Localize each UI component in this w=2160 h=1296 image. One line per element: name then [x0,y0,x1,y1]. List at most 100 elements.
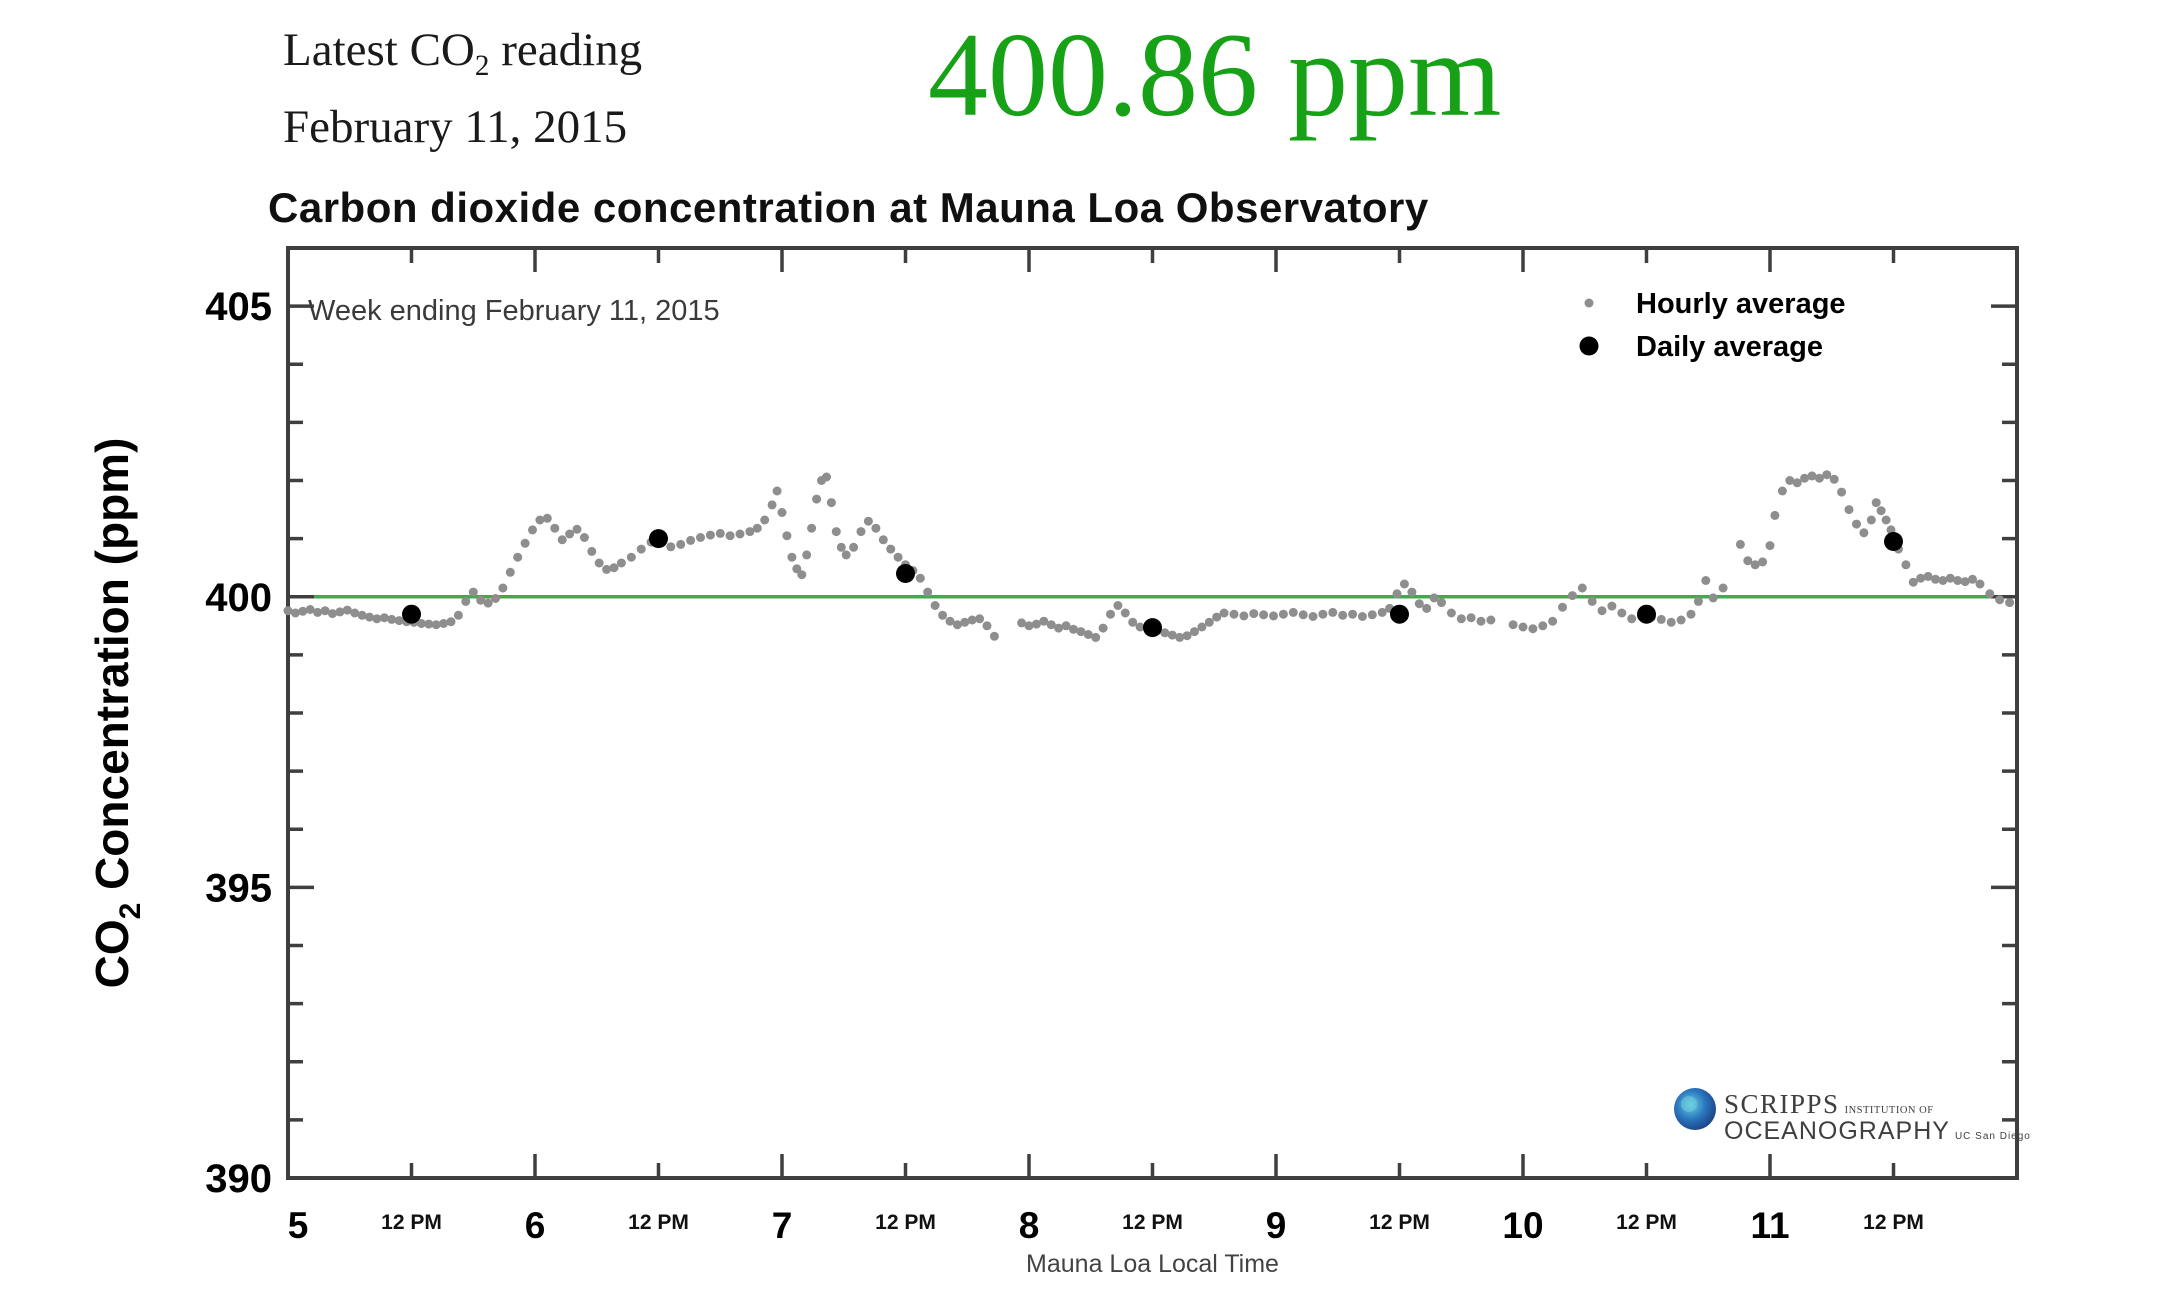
x-noon-label: 12 PM [1122,1211,1183,1234]
hourly-point [1456,614,1466,624]
hourly-point [1656,614,1666,624]
x-axis-title: Mauna Loa Local Time [1026,1250,1279,1278]
hourly-point [826,498,836,508]
x-day-label: 9 [1266,1205,1287,1246]
hourly-point [357,610,367,620]
hourly-point [1666,617,1676,627]
hourly-point [565,529,575,539]
hourly-point [1938,576,1948,585]
hourly-point [1212,612,1222,622]
hourly-point [856,527,866,537]
hourly-point [1627,614,1637,624]
co2-subscript: 2 [474,50,490,83]
hourly-point [1061,621,1071,631]
hourly-point [1567,591,1577,601]
hourly-point [1528,624,1538,634]
hourly-point [1091,632,1101,642]
hourly-point [1859,528,1869,538]
x-ticks: 5 12 PM 6 12 PM 7 12 PM 8 12 PM 9 12 PM 10 12 PM 11 1… [286,248,1924,1246]
hourly-point [1308,612,1318,621]
hourly-point [2005,598,2015,608]
hourly-point [1852,519,1861,529]
hourly-point [453,610,463,620]
hourly-point [1318,609,1328,619]
hourly-point [1876,506,1886,516]
hourly-point [831,527,841,537]
hourly-point [1106,609,1115,619]
hourly-point [1486,615,1496,625]
hourly-point [1076,627,1086,637]
hourly-point [1975,579,1985,589]
hourly-point [1923,571,1933,581]
hourly-point [1083,630,1093,639]
hourly-point [328,609,337,619]
latest-reading-date: February 11, 2015 [283,101,628,154]
hourly-point [520,538,530,548]
hourly-point [431,620,441,630]
hourly-point [1175,632,1185,642]
hourly-point [1735,539,1745,549]
hourly-point [1160,628,1170,638]
hourly-point [878,535,888,545]
hourly-point [290,608,300,618]
hourly-point [468,587,478,597]
legend-label-daily: Daily average [1636,331,1823,363]
hourly-point [1807,471,1817,481]
hourly-point [1701,576,1711,585]
hourly-point [305,605,315,614]
hourly-point [975,614,985,624]
hourly-point [772,486,782,496]
hourly-point [1367,610,1377,620]
hourly-point [372,614,382,624]
hourly-point [1197,622,1207,632]
x-day-label: 6 [525,1205,546,1246]
x-noon-label: 12 PM [381,1211,442,1234]
hourly-point [822,472,831,482]
hourly-point [365,612,374,622]
hourly-point [893,552,903,562]
hourly-point [579,533,589,542]
hourly-point [1871,498,1881,508]
y-tick-label: 400 [205,576,272,620]
hourly-point [1422,603,1432,613]
latest-reading-block: Latest CO2 reading February 11, 2015 [283,20,642,158]
hourly-point [636,544,646,554]
hourly-point [1901,560,1911,570]
hourly-point [1135,622,1145,632]
x-noon-label: 12 PM [1369,1211,1430,1234]
hourly-point [1098,623,1108,633]
hourly-point [841,550,851,560]
hourly-point [1182,631,1192,641]
hourly-point [666,542,676,552]
hourly-point [416,619,426,628]
hourly-point [1508,620,1518,630]
hourly-point [1953,576,1963,585]
hourly-point [960,617,970,627]
hourly-point [938,610,948,620]
hourly-point [863,516,873,526]
hourly-point [1269,611,1278,621]
hourly-point [335,607,345,617]
daily-point [1143,618,1162,638]
x-day-label: 5 [288,1205,309,1246]
hourly-point [1219,608,1229,618]
hourly-point [1881,515,1891,525]
hourly-point [836,542,846,552]
hourly-point [1617,608,1627,618]
hourly-point [1577,583,1587,593]
hourly-point [1558,602,1567,612]
x-noon-label: 12 PM [1616,1211,1677,1234]
hourly-point [1693,596,1703,606]
hourly-point [350,608,360,618]
hourly-point [849,542,859,552]
hourly-point [797,570,807,580]
latest-co2-value: 400.86 ppm [928,8,1502,141]
hourly-point [609,563,619,573]
hourly-point [528,525,537,535]
hourly-point [1985,589,1995,599]
hourly-point [387,614,397,624]
hourly-point [715,528,725,538]
hourly-point [513,552,523,562]
logo-line2: OCEANOGRAPHY UC San Diego [1724,1117,2031,1145]
